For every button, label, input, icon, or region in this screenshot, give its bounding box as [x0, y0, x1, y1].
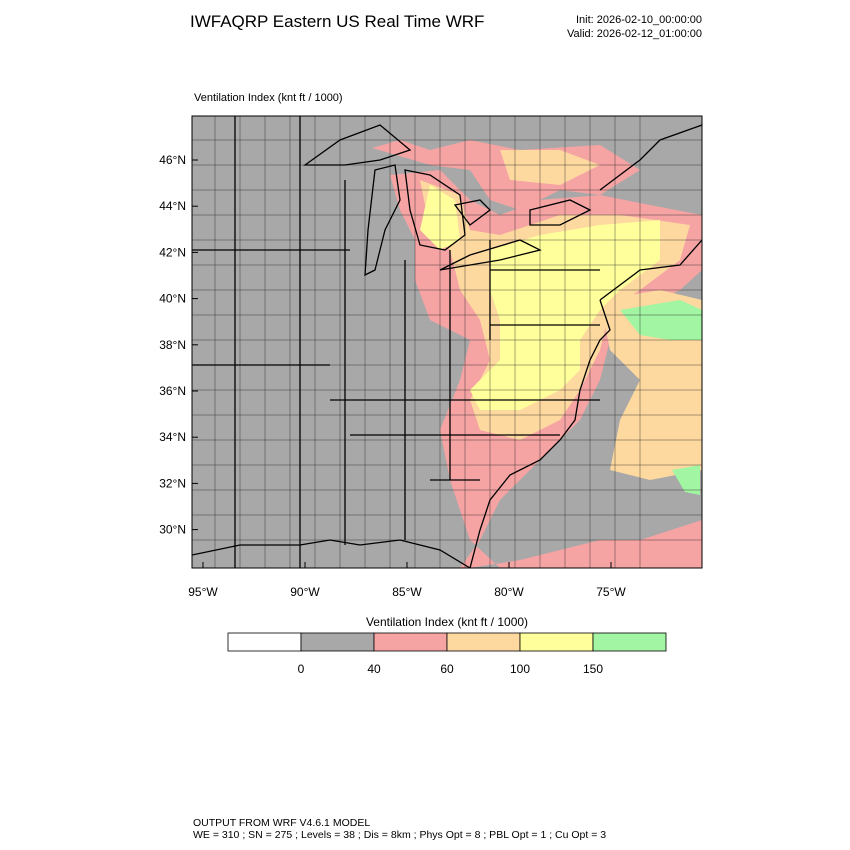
region: [500, 150, 600, 185]
lat-tick-label: 30°N: [159, 523, 186, 537]
lat-tick-label: 44°N: [159, 199, 186, 213]
lat-tick-label: 40°N: [159, 292, 186, 306]
lon-tick-label: 95°W: [188, 585, 218, 599]
map-frame: [191, 115, 703, 569]
lat-tick-label: 46°N: [159, 153, 186, 167]
colorbar-box: [227, 632, 302, 652]
field-label: Ventilation Index (knt ft / 1000): [194, 92, 343, 104]
colorbar-label: 100: [510, 662, 530, 676]
colorbar-label: 150: [583, 662, 603, 676]
colorbar-box: [592, 632, 667, 652]
lat-tick-label: 38°N: [159, 338, 186, 352]
colorbar-title: Ventilation Index (knt ft / 1000): [366, 615, 528, 629]
colorbar-box: [519, 632, 594, 652]
colorbar-label: 60: [440, 662, 454, 676]
lon-tick-label: 85°W: [392, 585, 422, 599]
colorbar-label: 40: [367, 662, 381, 676]
lat-tick-label: 32°N: [159, 476, 186, 490]
colorbar-label: 0: [298, 662, 305, 676]
lon-tick-label: 90°W: [290, 585, 320, 599]
footer-line: OUTPUT FROM WRF V4.6.1 MODEL: [193, 817, 370, 829]
lon-tick-label: 80°W: [494, 585, 524, 599]
region: [620, 300, 702, 495]
colorbar-box: [300, 632, 375, 652]
lat-tick-label: 42°N: [159, 245, 186, 259]
lat-tick-label: 34°N: [159, 430, 186, 444]
init-time: Init: 2026-02-10_00:00:00: [576, 14, 702, 26]
lon-tick-label: 75°W: [596, 585, 626, 599]
footer-line: WE = 310 ; SN = 275 ; Levels = 38 ; Dis …: [193, 829, 606, 841]
lat-tick-label: 36°N: [159, 384, 186, 398]
colorbar-box: [446, 632, 521, 652]
title: IWFAQRP Eastern US Real Time WRF: [190, 12, 484, 31]
valid-time: Valid: 2026-02-12_01:00:00: [567, 28, 702, 40]
map: [191, 115, 703, 569]
colorbar-box: [373, 632, 448, 652]
